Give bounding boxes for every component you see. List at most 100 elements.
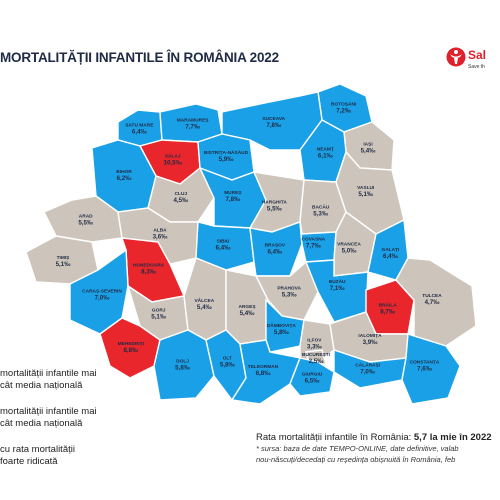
- county-tulcea[interactable]: [395, 257, 477, 347]
- county-name-label: BRĂILA: [379, 301, 398, 308]
- legend-item-line: foarte ridicată: [0, 456, 58, 467]
- county-name-label: COVASNA: [302, 236, 326, 242]
- county-value-label: 7,8‰: [225, 196, 241, 203]
- county-value-label: 3,9‰: [363, 339, 379, 346]
- legend-item-very-high: cu rata mortalității foarte ridicată: [0, 444, 75, 468]
- county-name-label: OLT: [223, 355, 232, 361]
- county-value-label: 7,7‰: [306, 242, 322, 249]
- county-constanta[interactable]: [401, 333, 461, 405]
- county-value-label: 5,4‰: [197, 304, 213, 311]
- county-name-label: PRAHOVA: [277, 286, 301, 292]
- county-name-label: VASLUI: [357, 185, 375, 191]
- county-name-label: BRAȘOV: [265, 243, 286, 249]
- county-name-label: SATU MARE: [125, 122, 154, 128]
- county-name-label: MEHEDINȚI: [118, 341, 145, 347]
- county-value-label: 6,1‰: [318, 153, 334, 160]
- county-giurgiu[interactable]: [289, 357, 335, 397]
- county-brasov[interactable]: [249, 221, 303, 277]
- county-name-label: TELEORMAN: [248, 364, 279, 370]
- logo-figure-icon: [446, 47, 466, 67]
- county-value-label: 5,9‰: [219, 156, 235, 163]
- county-value-label: 5,4‰: [240, 310, 256, 317]
- legend-item-above-national: mortalității infantile mai cât media naț…: [0, 368, 97, 392]
- county-value-label: 7,0‰: [95, 295, 111, 302]
- county-value-label: 4,7‰: [425, 299, 441, 306]
- county-value-label: 5,3‰: [282, 292, 298, 299]
- county-value-label: 5,1‰: [358, 191, 374, 198]
- county-value-label: 6,4‰: [216, 244, 232, 251]
- county-name-label: SIBIU: [217, 238, 230, 244]
- county-name-label: BUZĂU: [329, 278, 346, 285]
- county-value-label: 5,3‰: [313, 210, 329, 217]
- county-prahova[interactable]: [254, 260, 319, 321]
- county-name-label: CLUJ: [175, 191, 188, 197]
- county-name-label: BIHOR: [116, 169, 132, 175]
- county-value-label: 5,1‰: [151, 313, 167, 320]
- county-name-label: DÂMBOVIȚA: [267, 322, 297, 329]
- county-name-label: GIURGIU: [302, 371, 323, 377]
- county-name-label: GALAȚI: [381, 247, 400, 253]
- county-name-label: ALBA: [153, 227, 167, 233]
- county-labels: SATU MARE6,4‰MARAMUREȘ7,7‰BOTOȘANI7,2‰SU…: [56, 102, 443, 385]
- legend-item-line: cât media națională: [0, 418, 83, 429]
- county-name-label: TIMIȘ: [57, 255, 71, 261]
- county-value-label: 6,2‰: [117, 175, 133, 182]
- county-name-label: VRANCEA: [337, 242, 361, 248]
- legend-item-below-national: mortalității infantile mai cât media naț…: [0, 406, 97, 430]
- legend-item-line: mortalității infantile mai: [0, 406, 97, 417]
- county-name-label: CĂLĂRAȘI: [355, 361, 380, 368]
- county-name-label: TULCEA: [422, 293, 442, 299]
- footer-note: Rata mortalității infantile în România: …: [256, 432, 500, 465]
- county-name-label: CARAȘ-SEVERIN: [82, 289, 122, 295]
- county-value-label: 5,4‰: [361, 147, 377, 154]
- county-value-label: 3,3‰: [307, 343, 323, 350]
- county-name-label: CONSTANȚA: [410, 359, 440, 365]
- county-value-label: 7,7‰: [185, 124, 201, 131]
- county-value-label: 5,5‰: [78, 219, 94, 226]
- county-value-label: 5,1‰: [56, 261, 72, 268]
- source-line: * sursa: baza de date TEMPO-ONLINE, date…: [256, 444, 459, 453]
- county-name-label: BOTOȘANI: [331, 102, 357, 108]
- county-value-label: 2,5‰: [309, 358, 325, 365]
- county-value-label: 7,8‰: [266, 122, 282, 129]
- county-value-label: 6,4‰: [383, 253, 399, 260]
- county-name-label: BACĂU: [312, 203, 330, 210]
- county-name-label: MUREȘ: [224, 190, 242, 196]
- county-value-label: 5,8‰: [220, 361, 236, 368]
- county-name-label: SĂLAJ: [165, 152, 181, 159]
- county-name-label: NEAMȚ: [317, 147, 334, 153]
- county-name-label: ILFOV: [307, 337, 322, 343]
- county-value-label: 4,5‰: [173, 197, 189, 204]
- source-line: nou-născuți/decedați cu reședința obișnu…: [256, 455, 456, 464]
- county-value-label: 5,8‰: [274, 329, 290, 336]
- county-value-label: 6,4‰: [267, 249, 283, 256]
- county-name-label: VÂLCEA: [194, 297, 214, 304]
- county-name-label: SUCEAVA: [262, 116, 285, 122]
- county-value-label: 7,6‰: [417, 365, 433, 372]
- save-the-children-logo[interactable]: Sal Save th: [446, 44, 500, 76]
- county-name-label: GORJ: [152, 307, 166, 313]
- county-value-label: 5,0‰: [342, 248, 358, 255]
- county-value-label: 3,6‰: [153, 233, 169, 240]
- national-rate-label: Rata mortalității infantile în România:: [256, 432, 412, 443]
- county-value-label: 5,5‰: [267, 206, 283, 213]
- legend-item-line: cu rata mortalității: [0, 444, 75, 455]
- county-name-label: IAȘI: [363, 141, 373, 147]
- county-value-label: 6,5‰: [305, 377, 321, 384]
- county-value-label: 7,0‰: [360, 368, 376, 375]
- national-rate: Rata mortalității infantile în România: …: [256, 432, 500, 443]
- county-value-label: 8,8‰: [123, 347, 139, 354]
- county-name-label: BUCUREȘTI: [302, 352, 331, 358]
- county-name-label: HARGHITA: [262, 200, 287, 206]
- county-caras-severin[interactable]: [69, 248, 129, 335]
- county-value-label: 8,7‰: [380, 308, 396, 315]
- county-value-label: 5,8‰: [175, 364, 191, 371]
- logo-tagline: Save th: [468, 64, 485, 70]
- county-value-label: 6,8‰: [256, 370, 272, 377]
- county-name-label: ARAD: [79, 213, 93, 219]
- legend-item-line: cât media națională: [0, 380, 83, 391]
- legend-item-line: mortalității infantile mai: [0, 368, 97, 379]
- county-name-label: ARGEȘ: [238, 304, 256, 310]
- county-name-label: HUNEDOARA: [133, 262, 165, 268]
